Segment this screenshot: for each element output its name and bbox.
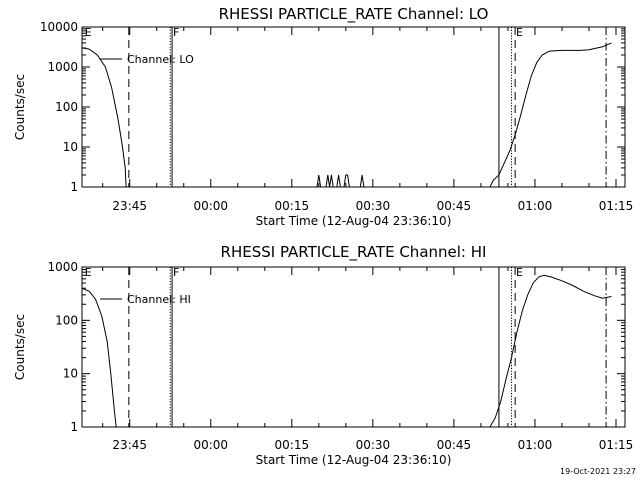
y-tick-label: 10 — [63, 367, 78, 381]
x-axis-label: Start Time (12-Aug-04 23:36:10) — [256, 453, 452, 467]
event-marker-label: E — [516, 26, 523, 39]
x-tick-label: 01:15 — [599, 199, 634, 213]
x-axis-label: Start Time (12-Aug-04 23:36:10) — [256, 214, 452, 228]
y-tick-label: 1 — [70, 180, 78, 194]
series-line — [489, 42, 612, 188]
event-marker-label: F — [173, 266, 179, 279]
y-axis-label: Counts/sec — [13, 74, 27, 140]
x-tick-label: 00:00 — [193, 199, 228, 213]
plot-frame — [81, 266, 626, 428]
y-tick-label: 100 — [55, 100, 78, 114]
x-tick-label: 00:15 — [275, 438, 310, 452]
panel-hi: RHESSI PARTICLE_RATE Channel: HI 1 10 100 10… — [13, 243, 633, 467]
y-tick-label: 10000 — [40, 20, 78, 34]
series-line — [81, 47, 127, 188]
x-tick-label: 00:00 — [193, 438, 228, 452]
chart-title: RHESSI PARTICLE_RATE Channel: HI — [221, 243, 487, 262]
y-tick-label: 100 — [55, 313, 78, 327]
x-tick-label: 23:45 — [112, 438, 147, 452]
x-tick-label: 00:30 — [356, 438, 391, 452]
panel-lo: RHESSI PARTICLE_RATE Channel: LO 1 10 100 10… — [13, 5, 633, 228]
x-tick-label: 01:15 — [599, 438, 634, 452]
event-marker-label: E — [85, 266, 92, 279]
x-tick-label: 00:15 — [275, 199, 310, 213]
x-tick-label: 23:45 — [112, 199, 147, 213]
x-tick-label: 00:45 — [437, 438, 472, 452]
x-tick-label: 00:30 — [356, 199, 391, 213]
x-tick-label: 01:00 — [518, 438, 553, 452]
series-line — [489, 274, 612, 428]
y-axis-label: Counts/sec — [13, 314, 27, 380]
series-line — [81, 287, 117, 428]
x-tick-label: 00:45 — [437, 199, 472, 213]
y-tick-label: 1000 — [47, 60, 78, 74]
footer-timestamp: 19-Oct-2021 23:27 — [560, 467, 636, 476]
legend-label: Channel: LO — [127, 53, 194, 66]
chart-title: RHESSI PARTICLE_RATE Channel: LO — [219, 5, 489, 24]
y-tick-label: 1 — [70, 420, 78, 434]
event-marker-label: E — [516, 266, 523, 279]
y-tick-label: 10 — [63, 140, 78, 154]
y-tick-label: 1000 — [47, 260, 78, 274]
event-marker-label: E — [85, 26, 92, 39]
event-marker-label: F — [173, 26, 179, 39]
plot-frame — [81, 26, 626, 188]
series-line — [316, 174, 365, 188]
x-tick-label: 01:00 — [518, 199, 553, 213]
legend-label: Channel: HI — [127, 293, 191, 306]
